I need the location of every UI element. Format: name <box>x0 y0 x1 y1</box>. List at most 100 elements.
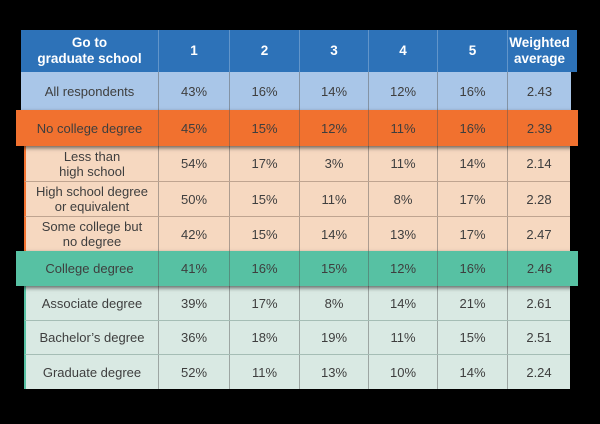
row-label-cell-text: College degree <box>45 261 134 276</box>
weighted-average-cell-text: 2.46 <box>526 261 553 276</box>
value-cell: 11% <box>368 321 437 354</box>
value-cell: 15% <box>437 321 507 354</box>
value-cell-text: 17% <box>251 156 278 171</box>
value-cell-text: 16% <box>459 120 486 136</box>
value-cell: 50% <box>158 182 229 216</box>
value-cell: 15% <box>229 182 299 216</box>
value-cell: 17% <box>437 217 507 251</box>
table-row: College degree 41% 16% 15% 12% 16% 2.46 <box>16 251 578 286</box>
value-cell-text: 16% <box>251 261 278 276</box>
value-cell: 17% <box>229 286 299 320</box>
table-row: Bachelor’s degree 36% 18% 19% 11% 15% 2.51 <box>24 320 570 354</box>
weighted-average-cell-text: 2.39 <box>526 120 553 136</box>
value-cell: 16% <box>437 72 507 110</box>
value-cell: 36% <box>158 321 229 354</box>
value-cell-text: 19% <box>320 330 348 345</box>
value-cell-text: 16% <box>251 83 278 99</box>
value-cell: 10% <box>368 355 437 389</box>
table-row: Less than high school 54% 17% 3% 11% 14% 2.14 <box>24 146 570 181</box>
value-cell-text: 12% <box>389 83 417 99</box>
value-cell: 15% <box>299 251 368 286</box>
value-cell: 17% <box>229 146 299 181</box>
value-cell-text: 52% <box>180 364 208 380</box>
row-label-cell-text: All respondents <box>44 83 135 99</box>
value-cell: 16% <box>229 251 299 286</box>
corner-header-cell: Go to graduate school <box>21 30 158 72</box>
column-header-cell: 3 <box>299 30 368 72</box>
value-cell: 14% <box>299 72 368 110</box>
row-label-cell: Bachelor’s degree <box>26 321 158 354</box>
value-cell: 13% <box>299 355 368 389</box>
table-row: No college degree 45% 15% 12% 11% 16% 2.39 <box>16 110 578 146</box>
row-label-cell: Graduate degree <box>26 355 158 389</box>
table-row: Some college but no degree 42% 15% 14% 13% 17%… <box>24 216 570 251</box>
column-header-cell: 2 <box>229 30 299 72</box>
corner-header-cell-text: graduate school <box>37 51 142 66</box>
weighted-average-header-cell-text: average <box>513 51 566 66</box>
value-cell-text: 15% <box>251 191 278 207</box>
value-cell: 3% <box>299 146 368 181</box>
column-header-cell-text: 2 <box>260 43 269 58</box>
value-cell: 16% <box>437 110 507 146</box>
value-cell: 12% <box>299 110 368 146</box>
value-cell: 8% <box>368 182 437 216</box>
row-label-cell-text: Associate degree <box>41 295 143 311</box>
column-header-cell: 4 <box>368 30 437 72</box>
value-cell-text: 42% <box>180 226 208 242</box>
weighted-average-cell-text: 2.24 <box>526 364 552 380</box>
value-cell-text: 11% <box>321 191 347 207</box>
weighted-average-cell-text: 2.47 <box>526 226 552 242</box>
weighted-average-cell: 2.14 <box>507 146 570 181</box>
value-cell-text: 16% <box>459 261 486 276</box>
value-cell-text: 15% <box>320 261 348 276</box>
value-cell: 14% <box>299 217 368 251</box>
row-label-cell: College degree <box>21 251 158 286</box>
value-cell: 11% <box>229 355 299 389</box>
value-cell-text: 21% <box>459 295 486 311</box>
weighted-average-cell: 2.24 <box>507 355 570 389</box>
value-cell: 45% <box>158 110 229 146</box>
weighted-average-cell: 2.47 <box>507 217 570 251</box>
column-header-cell: 5 <box>437 30 507 72</box>
row-label-cell-text: no degree <box>62 234 122 249</box>
value-cell: 43% <box>158 72 229 110</box>
column-header-cell-text: 4 <box>399 43 407 58</box>
column-header-cell-text: 3 <box>330 43 338 58</box>
value-cell-text: 12% <box>389 261 417 276</box>
table-row: All respondents 43% 16% 14% 12% 16% 2.43 <box>21 72 571 110</box>
value-cell: 16% <box>229 72 299 110</box>
row-label-cell-text: Bachelor’s degree <box>39 330 145 345</box>
value-cell-text: 8% <box>324 295 344 311</box>
weighted-average-cell: 2.61 <box>507 286 570 320</box>
value-cell-text: 11% <box>390 120 416 136</box>
value-cell: 15% <box>229 110 299 146</box>
weighted-average-cell-text: 2.14 <box>526 156 552 171</box>
row-label-cell: Some college but no degree <box>26 217 158 251</box>
value-cell-text: 15% <box>251 226 278 242</box>
weighted-average-header-cell: Weighted average <box>507 30 571 72</box>
weighted-average-cell-text: 2.43 <box>526 83 553 99</box>
value-cell: 8% <box>299 286 368 320</box>
value-cell-text: 13% <box>389 226 417 242</box>
value-cell-text: 13% <box>320 364 348 380</box>
survey-table: Go to graduate school 1 2 3 4 5 Weighted average… <box>16 30 578 389</box>
row-label-cell-text: Less than <box>63 148 121 164</box>
value-cell: 15% <box>229 217 299 251</box>
value-cell-text: 12% <box>320 120 348 136</box>
value-cell-text: 36% <box>180 330 208 345</box>
value-cell: 39% <box>158 286 229 320</box>
value-cell-text: 15% <box>251 120 278 136</box>
value-cell-text: 45% <box>180 120 208 136</box>
value-cell: 16% <box>437 251 507 286</box>
value-cell-text: 17% <box>251 295 278 311</box>
value-cell: 13% <box>368 217 437 251</box>
value-cell: 18% <box>229 321 299 354</box>
value-cell-text: 50% <box>180 191 208 207</box>
row-label-cell: Associate degree <box>26 286 158 320</box>
table-row: High school degree or equivalent 50% 15% 11%… <box>24 181 570 216</box>
weighted-average-cell-text: 2.61 <box>526 295 552 311</box>
weighted-average-cell: 2.28 <box>507 182 570 216</box>
value-cell-text: 14% <box>320 226 348 242</box>
row-label-cell: Less than high school <box>26 146 158 181</box>
value-cell-text: 14% <box>320 83 348 99</box>
